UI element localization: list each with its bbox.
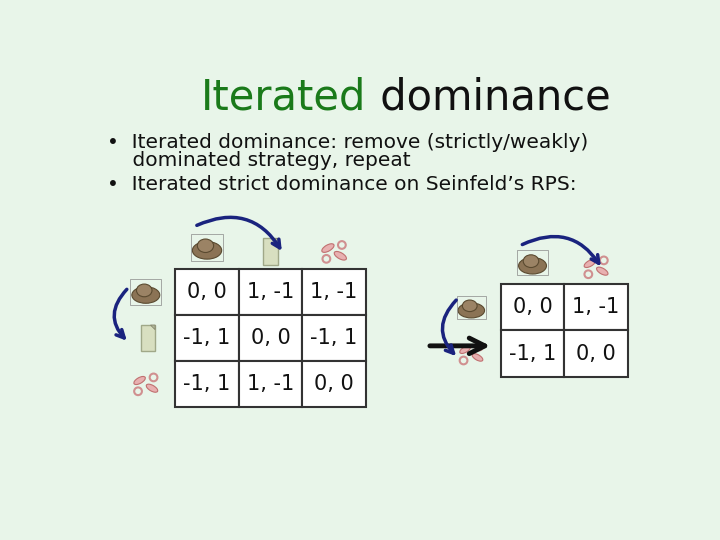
Bar [239, 269, 302, 315]
Ellipse shape [192, 241, 222, 259]
Text: dominance: dominance [367, 76, 611, 118]
Ellipse shape [334, 252, 346, 260]
Ellipse shape [197, 239, 214, 253]
Ellipse shape [134, 376, 145, 384]
Bar [456, 296, 486, 319]
Text: 0, 0: 0, 0 [187, 282, 227, 302]
Text: 1, -1: 1, -1 [310, 282, 358, 302]
Bar [302, 315, 366, 361]
Text: 0, 0: 0, 0 [251, 328, 290, 348]
Bar [500, 330, 564, 377]
Ellipse shape [322, 244, 334, 252]
Bar [130, 279, 161, 305]
Ellipse shape [460, 346, 470, 354]
Text: 0, 0: 0, 0 [513, 298, 552, 318]
Bar [302, 269, 366, 315]
Bar [175, 315, 239, 361]
Ellipse shape [597, 267, 608, 275]
Text: 0, 0: 0, 0 [576, 343, 616, 363]
Text: Iterated: Iterated [201, 76, 366, 118]
Text: -1, 1: -1, 1 [184, 374, 230, 394]
FancyArrowPatch shape [442, 300, 456, 353]
Text: •  Iterated dominance: remove (strictly/weakly): • Iterated dominance: remove (strictly/w… [107, 132, 588, 152]
Ellipse shape [472, 354, 483, 361]
Text: -1, 1: -1, 1 [509, 343, 556, 363]
Bar [141, 325, 155, 351]
Bar [564, 330, 628, 377]
FancyArrowPatch shape [197, 217, 280, 248]
Text: -1, 1: -1, 1 [184, 328, 230, 348]
Bar [239, 361, 302, 408]
Bar [500, 284, 564, 330]
Ellipse shape [523, 255, 539, 267]
FancyArrowPatch shape [114, 289, 127, 338]
Text: 1, -1: 1, -1 [572, 298, 620, 318]
Ellipse shape [137, 284, 152, 297]
Ellipse shape [584, 259, 595, 267]
Bar [564, 284, 628, 330]
Bar [175, 269, 239, 315]
Text: 0, 0: 0, 0 [314, 374, 354, 394]
Text: 1, -1: 1, -1 [247, 374, 294, 394]
Bar [175, 361, 239, 408]
Ellipse shape [146, 384, 158, 392]
Bar [263, 239, 279, 265]
Text: 1, -1: 1, -1 [247, 282, 294, 302]
Text: dominated strategy, repeat: dominated strategy, repeat [107, 151, 410, 170]
Text: -1, 1: -1, 1 [310, 328, 358, 348]
Ellipse shape [132, 287, 160, 303]
Bar [517, 250, 548, 275]
Ellipse shape [462, 300, 477, 312]
Polygon shape [274, 239, 279, 243]
Text: •  Iterated strict dominance on Seinfeld’s RPS:: • Iterated strict dominance on Seinfeld’… [107, 175, 577, 194]
Polygon shape [150, 325, 155, 330]
Bar [191, 234, 223, 261]
Ellipse shape [518, 258, 546, 274]
FancyArrowPatch shape [522, 237, 599, 264]
Ellipse shape [458, 303, 485, 318]
Bar [302, 361, 366, 408]
Bar [239, 315, 302, 361]
